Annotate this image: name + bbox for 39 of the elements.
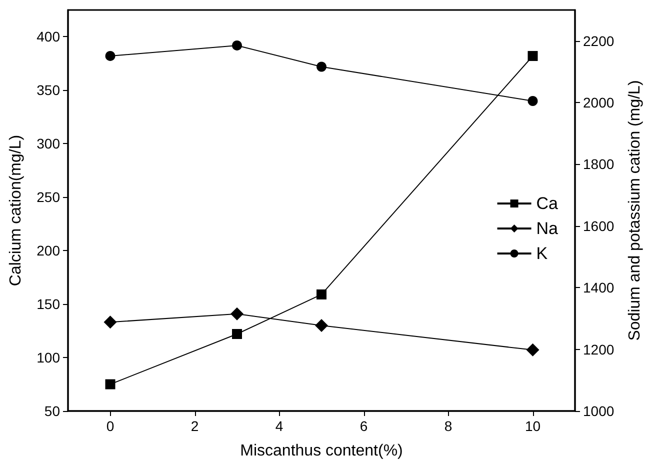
- point: [105, 379, 116, 390]
- y-tick-label: 400: [36, 28, 60, 45]
- point: [230, 307, 244, 320]
- x-tick-label: 6: [360, 418, 368, 434]
- y-tick-label: 250: [36, 189, 60, 206]
- y2-tick-label: 2200: [583, 32, 614, 49]
- legend-label: Na: [536, 219, 559, 238]
- x-tick-label: 2: [190, 418, 199, 434]
- y-axis-title: Calcium cation(mg/L): [8, 134, 24, 286]
- y-tick-label: 300: [36, 136, 60, 152]
- y2-tick-label: 2000: [583, 94, 614, 111]
- x-axis-title: Miscanthus content(%): [240, 442, 403, 460]
- point: [232, 40, 242, 50]
- point: [105, 50, 116, 61]
- point: [104, 316, 117, 329]
- point: [528, 96, 538, 106]
- y-tick-label: 200: [36, 242, 60, 259]
- x-tick-label: 8: [444, 418, 452, 434]
- point: [528, 50, 538, 61]
- y2-tick-label: 1600: [583, 218, 614, 234]
- y2-tick-label: 1000: [583, 403, 614, 419]
- y2-tick-label: 1800: [583, 156, 614, 172]
- y-tick-label: 350: [36, 82, 60, 98]
- point: [316, 62, 326, 72]
- y2-tick-label: 1400: [583, 280, 614, 296]
- legend-label: Ca: [536, 194, 559, 213]
- x-tick-label: 4: [275, 418, 284, 434]
- y2-axis-title: Sodium and potassium cation (mg/L): [626, 80, 644, 341]
- y2-tick-label: 1200: [583, 341, 614, 358]
- y-tick-label: 150: [36, 296, 60, 312]
- legend-label: K: [536, 244, 548, 263]
- y-tick-label: 50: [44, 403, 60, 419]
- point: [316, 289, 326, 300]
- x-tick-label: 10: [524, 418, 541, 434]
- y-tick-label: 100: [36, 350, 60, 366]
- point: [315, 319, 328, 332]
- point: [232, 329, 242, 340]
- point: [526, 343, 540, 356]
- x-tick-label: 0: [106, 418, 114, 434]
